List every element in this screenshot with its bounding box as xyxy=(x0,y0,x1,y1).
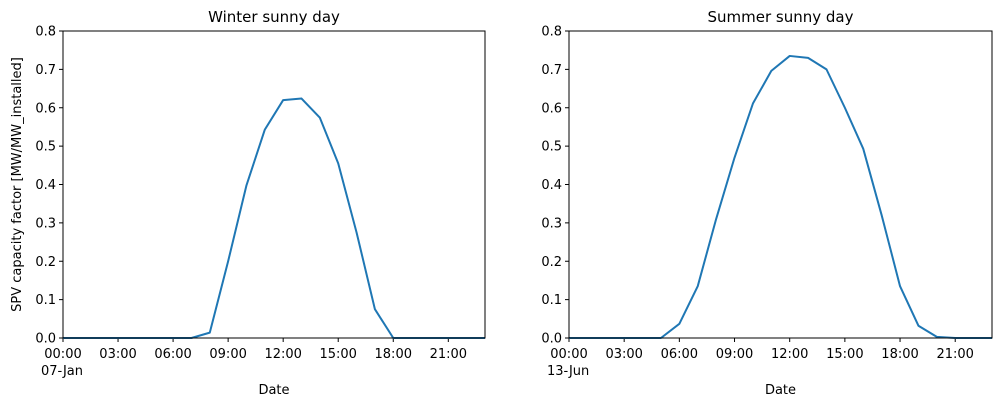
y-tick-label: 0.0 xyxy=(35,332,56,347)
x-tick-label: 12:00 xyxy=(264,347,301,362)
x-tick-label: 12:00 xyxy=(771,347,808,362)
x-axis-label: Date xyxy=(765,383,796,398)
x-tick-label: 21:00 xyxy=(430,347,467,362)
chart-title: Summer sunny day xyxy=(708,8,854,26)
x-date-label: 13-Jun xyxy=(547,364,589,379)
x-tick-label: 03:00 xyxy=(99,347,136,362)
y-tick-label: 0.4 xyxy=(541,178,562,193)
data-series-line xyxy=(569,54,992,339)
x-date-label: 07-Jan xyxy=(41,364,83,379)
y-tick-label: 0.2 xyxy=(35,255,56,270)
y-tick-label: 0.6 xyxy=(541,101,562,116)
x-tick-label: 15:00 xyxy=(319,347,356,362)
y-tick-label: 0.0 xyxy=(541,332,562,347)
y-tick-label: 0.1 xyxy=(541,293,562,308)
x-tick-label: 00:00 xyxy=(44,347,81,362)
y-tick-label: 0.6 xyxy=(35,101,56,116)
y-tick-label: 0.3 xyxy=(541,216,562,231)
y-tick-label: 0.8 xyxy=(35,25,56,40)
x-axis-label: Date xyxy=(258,383,289,398)
y-tick-label: 0.5 xyxy=(541,140,562,155)
y-tick-label: 0.2 xyxy=(541,255,562,270)
y-tick-label: 0.1 xyxy=(35,293,56,308)
axes-frame xyxy=(568,30,993,339)
x-tick-label: 21:00 xyxy=(936,347,973,362)
y-tick-label: 0.7 xyxy=(35,63,56,78)
x-tick-label: 06:00 xyxy=(154,347,191,362)
x-tick-label: 09:00 xyxy=(716,347,753,362)
chart-panel-2: 0.0 0.1 0.2 0.3 0.4 0.5 0.6 0.7 0.8 00:00 03:00 06:… xyxy=(541,8,993,398)
y-tick-label: 0.4 xyxy=(35,178,56,193)
x-tick-label: 03:00 xyxy=(605,347,642,362)
data-series-line xyxy=(63,97,485,339)
x-tick-label: 18:00 xyxy=(881,347,918,362)
chart-panel-1: 0.0 0.1 0.2 0.3 0.4 0.5 0.6 0.7 0.8 00:00 03:00 06:… xyxy=(10,8,486,398)
y-tick-label: 0.7 xyxy=(541,63,562,78)
x-tick-label: 09:00 xyxy=(209,347,246,362)
chart-title: Winter sunny day xyxy=(208,8,340,26)
x-tick-label: 15:00 xyxy=(826,347,863,362)
y-tick-label: 0.3 xyxy=(35,216,56,231)
axes-frame xyxy=(62,30,486,339)
x-tick-label: 18:00 xyxy=(375,347,412,362)
x-tick-label: 06:00 xyxy=(661,347,698,362)
y-axis-label: SPV capacity factor [MW/MW_installed] xyxy=(10,57,25,312)
y-tick-label: 0.8 xyxy=(541,25,562,40)
x-tick-label: 00:00 xyxy=(550,347,587,362)
y-tick-label: 0.5 xyxy=(35,140,56,155)
